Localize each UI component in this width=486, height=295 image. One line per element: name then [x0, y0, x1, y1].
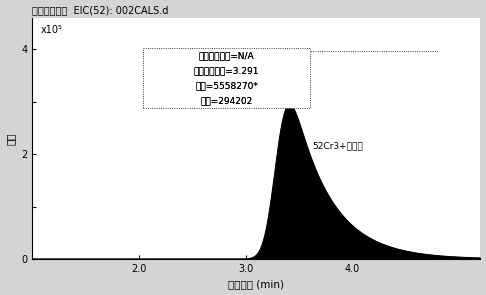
Text: 顶顶保留时间=N/A: 顶顶保留时间=N/A — [199, 52, 254, 61]
Text: 充盈时间范围  EIC(52): 002CALS.d: 充盈时间范围 EIC(52): 002CALS.d — [32, 6, 169, 16]
X-axis label: 保留时间 (min): 保留时间 (min) — [228, 279, 284, 289]
Text: 检测保留时间=3.291: 检测保留时间=3.291 — [194, 66, 259, 76]
Text: x10⁵: x10⁵ — [41, 25, 63, 35]
Text: 52Cr3+络合物: 52Cr3+络合物 — [312, 142, 363, 151]
Y-axis label: 强度: 强度 — [5, 132, 16, 145]
Text: 顶顶保留时间=N/A: 顶顶保留时间=N/A — [199, 52, 254, 61]
FancyBboxPatch shape — [143, 47, 310, 108]
Text: 峰高=294202: 峰高=294202 — [200, 96, 253, 105]
Text: 面积=5558270*: 面积=5558270* — [195, 81, 258, 90]
Text: 检测保留时间=3.291: 检测保留时间=3.291 — [194, 66, 259, 76]
Text: 面积=5558270*: 面积=5558270* — [195, 81, 258, 90]
Text: 峰高=294202: 峰高=294202 — [200, 96, 253, 105]
